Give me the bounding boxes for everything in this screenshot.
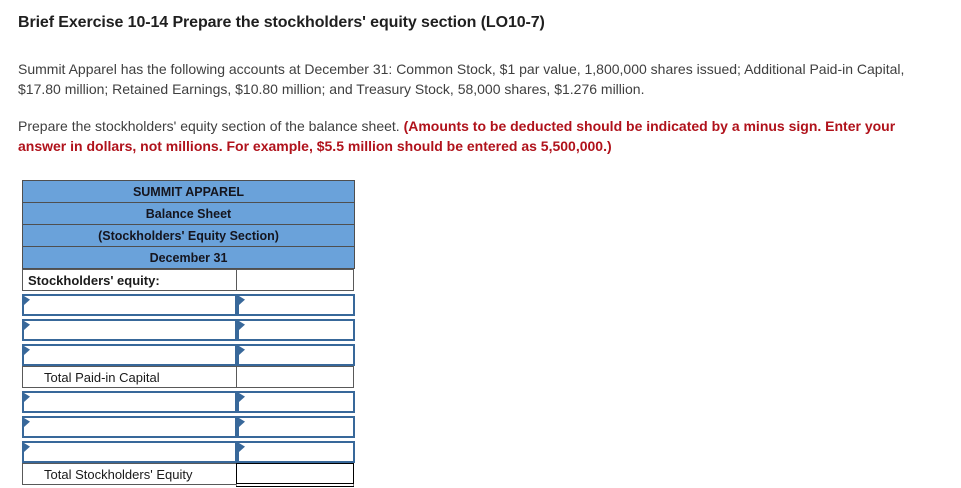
dropdown-flag-icon <box>24 296 30 305</box>
instruction-plain-text: Prepare the stockholders' equity section… <box>18 118 404 134</box>
account-select-input[interactable] <box>22 416 237 438</box>
amount-input[interactable] <box>237 319 355 341</box>
dropdown-flag-icon <box>239 346 245 355</box>
answer-row-2 <box>22 319 355 341</box>
amount-input[interactable] <box>237 416 355 438</box>
answer-row-5 <box>22 416 355 438</box>
instructions: Prepare the stockholders' equity section… <box>18 116 943 156</box>
total-paid-in-label: Total Paid-in Capital <box>22 366 237 388</box>
balance-sheet-worksheet: SUMMIT APPAREL Balance Sheet (Stockholde… <box>22 180 355 487</box>
section-label: Stockholders' equity: <box>22 269 237 291</box>
amount-input[interactable] <box>237 391 355 413</box>
total-equity-label: Total Stockholders' Equity <box>22 463 237 485</box>
account-select-input[interactable] <box>22 294 237 316</box>
worksheet-header-statement: Balance Sheet <box>22 202 355 225</box>
amount-input[interactable] <box>237 344 355 366</box>
account-select-input[interactable] <box>22 319 237 341</box>
account-select-input[interactable] <box>22 391 237 413</box>
dropdown-flag-icon <box>24 321 30 330</box>
account-select-input[interactable] <box>22 344 237 366</box>
worksheet-header-date: December 31 <box>22 246 355 269</box>
answer-row-1 <box>22 294 355 316</box>
worksheet-header-company: SUMMIT APPAREL <box>22 180 355 203</box>
exercise-title: Brief Exercise 10-14 Prepare the stockho… <box>18 14 545 31</box>
dropdown-flag-icon <box>239 296 245 305</box>
section-label-row: Stockholders' equity: <box>22 269 355 291</box>
dropdown-flag-icon <box>24 443 30 452</box>
dropdown-flag-icon <box>239 321 245 330</box>
dropdown-flag-icon <box>24 346 30 355</box>
answer-row-6 <box>22 441 355 463</box>
answer-row-4 <box>22 391 355 413</box>
total-equity-amount-cell <box>236 463 354 487</box>
worksheet-header-section: (Stockholders' Equity Section) <box>22 224 355 247</box>
amount-input[interactable] <box>237 441 355 463</box>
problem-statement: Summit Apparel has the following account… <box>18 61 905 97</box>
section-label-amount-cell <box>236 269 354 291</box>
instruction-emphasis-text: (Amounts to be deducted should be indica… <box>18 118 896 154</box>
dropdown-flag-icon <box>239 393 245 402</box>
dropdown-flag-icon <box>24 418 30 427</box>
dropdown-flag-icon <box>239 443 245 452</box>
dropdown-flag-icon <box>24 393 30 402</box>
answer-row-3 <box>22 344 355 366</box>
total-equity-row: Total Stockholders' Equity <box>22 463 355 487</box>
amount-input[interactable] <box>237 294 355 316</box>
dropdown-flag-icon <box>239 418 245 427</box>
total-paid-in-amount-cell <box>236 366 354 388</box>
account-select-input[interactable] <box>22 441 237 463</box>
total-paid-in-row: Total Paid-in Capital <box>22 366 355 388</box>
